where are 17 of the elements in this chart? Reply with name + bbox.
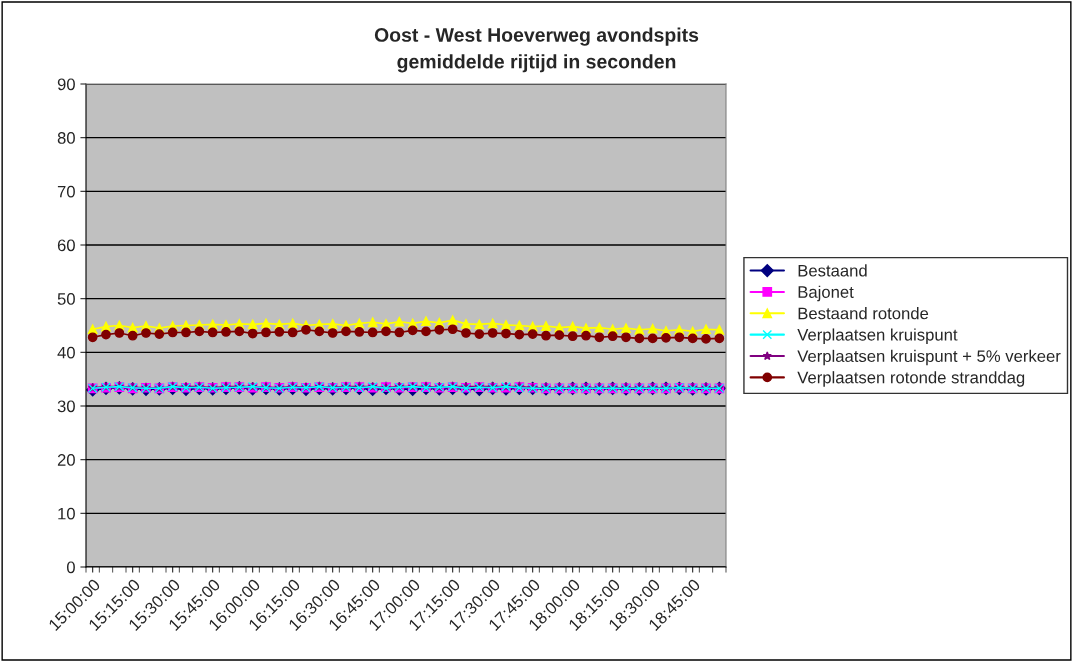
y-tick-label: 0: [66, 561, 75, 574]
y-tick-label: 10: [58, 507, 75, 520]
y-tick-label: 30: [57, 400, 75, 413]
y-tick-label: 70: [57, 185, 75, 198]
y-tick-label: 40: [57, 346, 75, 359]
y-tick-label: 60: [57, 239, 75, 252]
legend-label: Verplaatsen kruispunt: [797, 328, 958, 344]
chart-title: Oost - West Hoeverweg avondspits gemiddelde rijtijd in seconden: [374, 27, 699, 73]
legend-label: Bajonet: [798, 285, 854, 302]
y-tick-label: 50: [57, 293, 75, 305]
legend-label: Verplaatsen kruispunt + 5% verkeer: [797, 349, 1061, 366]
y-tick-label: 80: [57, 132, 75, 144]
legend-label: Bestaand rotonde: [798, 307, 929, 320]
y-tick-label: 90: [57, 78, 75, 91]
legend-label: Verplaatsen rotonde stranddag: [797, 371, 1025, 387]
legend-label: Bestaand: [798, 264, 867, 277]
y-tick-label: 20: [57, 454, 75, 466]
